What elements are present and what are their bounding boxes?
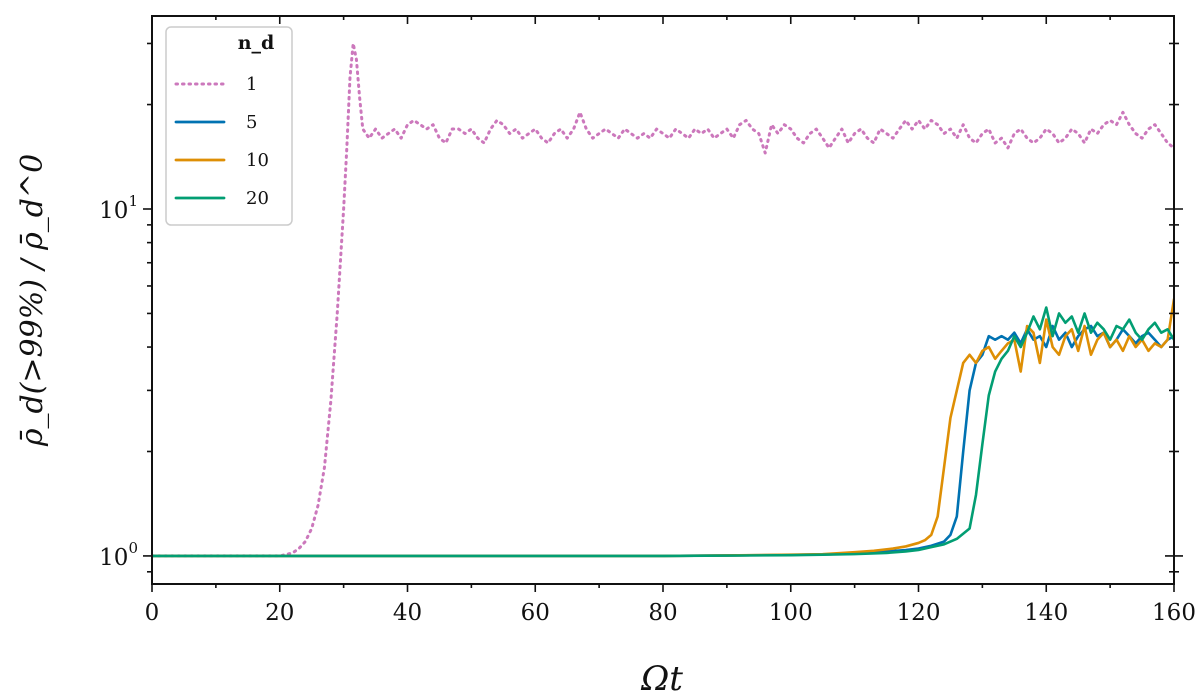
x-tick-label: 140 [1024, 600, 1068, 626]
x-tick-label: 0 [145, 600, 160, 626]
series-line-1 [152, 41, 1174, 558]
legend-label-10: 10 [246, 150, 269, 171]
series-line-10 [152, 297, 1174, 558]
series-layer [152, 41, 1174, 558]
x-tick-label: 40 [393, 600, 422, 626]
x-tick-label: 60 [521, 600, 550, 626]
plot-frame [151, 15, 1175, 585]
x-tick-label: 20 [265, 600, 294, 626]
ticks-layer [143, 16, 1183, 592]
x-tick-label: 160 [1152, 600, 1196, 626]
y-tick-label: 100 [99, 539, 138, 571]
series-line-5 [152, 324, 1174, 558]
legend-title: n_d [238, 32, 275, 54]
series-line-20 [152, 306, 1174, 558]
legend-label-20: 20 [246, 188, 269, 209]
tick-labels-layer: 0 20 40 60 80 100 120 140 160 100 101 [99, 192, 1196, 626]
x-tick-label: 120 [897, 600, 941, 626]
x-tick-label: 80 [648, 600, 677, 626]
y-axis-label: ρ̄_d(>99%) / ρ̄_d^0 [15, 154, 50, 447]
legend: n_d 1 5 10 20 [165, 26, 293, 226]
legend-label-5: 5 [246, 112, 257, 133]
legend-box [165, 26, 293, 226]
x-tick-label: 100 [769, 600, 813, 626]
x-axis-label: Ωt [640, 659, 683, 696]
legend-label-1: 1 [246, 74, 257, 95]
y-tick-label: 101 [99, 192, 138, 224]
